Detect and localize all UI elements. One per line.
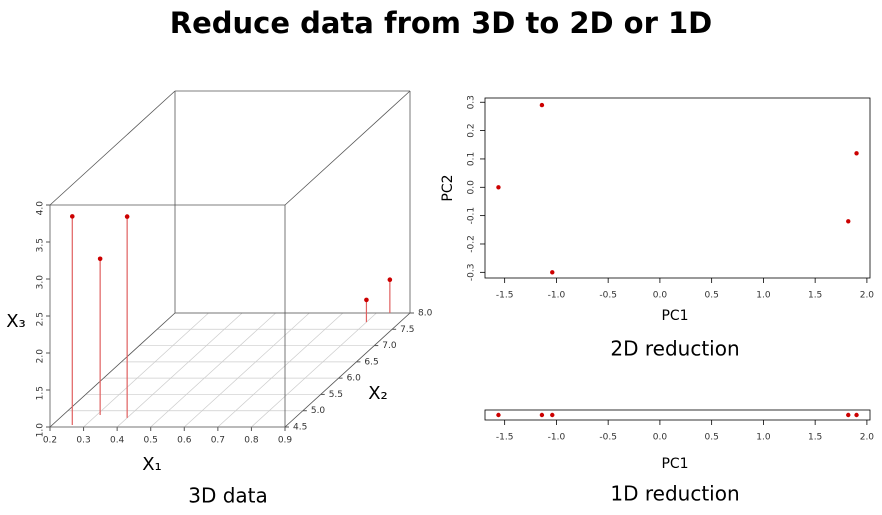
- y-tick-label: 4.5: [293, 423, 307, 433]
- point: [846, 219, 851, 224]
- floor-grid-line: [83, 312, 209, 428]
- point: [539, 412, 545, 418]
- box-edge: [284, 312, 411, 428]
- floor-grid-line: [150, 312, 276, 428]
- y-tick-label: -0.2: [467, 235, 477, 253]
- x-tick-label: -1.0: [548, 291, 566, 301]
- x-tick-label: 0.8: [244, 436, 259, 446]
- floor-grid-line: [217, 312, 344, 428]
- point: [846, 412, 851, 418]
- y-tick-label: 0.2: [467, 123, 477, 137]
- x-tick-label: 0.3: [76, 436, 90, 446]
- x-axis-label: PC1: [661, 456, 688, 472]
- x-tick-label: 0.4: [110, 436, 125, 446]
- z-tick-label: 3.5: [36, 238, 46, 252]
- y-tick-label: 7.5: [400, 325, 414, 335]
- x-tick-label: 1.5: [808, 433, 822, 443]
- x-tick-label: 1.0: [756, 433, 771, 443]
- caption: 1D reduction: [610, 482, 739, 506]
- point: [387, 277, 393, 283]
- y-tick-label: 0.1: [467, 152, 477, 166]
- z-axis-label: X₃: [6, 311, 26, 332]
- point: [69, 214, 75, 219]
- y-tick-label: 6.0: [347, 374, 362, 384]
- point: [854, 151, 859, 156]
- floor-grid-line: [251, 312, 377, 428]
- point: [539, 102, 545, 108]
- y-axis-label: PC2: [440, 174, 456, 201]
- point: [854, 412, 859, 418]
- x-tick-label: -1.5: [496, 433, 514, 443]
- x-tick-label: 2.0: [860, 291, 875, 301]
- point: [97, 256, 103, 262]
- x-tick-label: 0.5: [704, 291, 718, 301]
- y-tick-label: 6.5: [364, 357, 378, 367]
- caption: 3D data: [188, 484, 268, 508]
- y-tick-label: 0.3: [467, 95, 477, 109]
- z-tick-label: 2.0: [36, 349, 46, 364]
- x-tick-label: 0.6: [177, 436, 192, 446]
- point: [364, 297, 369, 303]
- x-tick-label: 0.0: [653, 433, 668, 443]
- point: [550, 270, 555, 275]
- floor-grid-line: [184, 312, 310, 428]
- x-tick-label: 1.0: [756, 291, 771, 301]
- plot-frame: [484, 97, 871, 279]
- y-tick-label: -0.1: [467, 207, 477, 225]
- x-axis-label: PC1: [661, 308, 688, 324]
- point: [550, 412, 555, 418]
- x-tick-label: -0.5: [599, 291, 617, 301]
- y-tick-label: 5.0: [311, 406, 326, 416]
- x-tick-label: 0.5: [704, 433, 718, 443]
- x-tick-label: -1.0: [548, 433, 566, 443]
- z-tick-label: 3.0: [36, 275, 46, 290]
- caption: 2D reduction: [610, 337, 739, 361]
- y-axis-label: X₂: [368, 383, 388, 404]
- x-tick-label: -1.5: [496, 291, 514, 301]
- box-edge: [49, 90, 176, 206]
- z-tick-label: 2.5: [36, 312, 46, 326]
- slide-title: Reduce data from 3D to 2D or 1D: [170, 6, 713, 40]
- x-tick-label: -0.5: [599, 433, 617, 443]
- x-tick-label: 2.0: [860, 433, 875, 443]
- point: [496, 185, 501, 190]
- y-tick-label: 5.5: [329, 390, 343, 400]
- y-tick-label: 7.0: [382, 341, 397, 351]
- x-tick-label: 0.2: [43, 436, 57, 446]
- z-tick-label: 4.0: [36, 201, 46, 216]
- box-edge: [284, 90, 411, 206]
- x-axis-label: X₁: [142, 454, 162, 475]
- y-tick-label: -0.3: [467, 264, 477, 282]
- box-edge: [49, 312, 176, 428]
- point: [124, 214, 130, 219]
- y-tick-label: 8.0: [418, 309, 433, 319]
- z-tick-label: 1.5: [36, 386, 46, 400]
- x-tick-label: 0.7: [211, 436, 225, 446]
- x-tick-label: 0.5: [144, 436, 158, 446]
- plot-frame: [484, 409, 871, 421]
- y-tick-label: 0.0: [467, 180, 477, 195]
- point: [496, 412, 501, 418]
- x-tick-label: 0.0: [653, 291, 668, 301]
- floor-grid-line: [116, 312, 243, 428]
- x-tick-label: 0.9: [278, 436, 293, 446]
- z-tick-label: 1.0: [36, 423, 46, 438]
- x-tick-label: 1.5: [808, 291, 822, 301]
